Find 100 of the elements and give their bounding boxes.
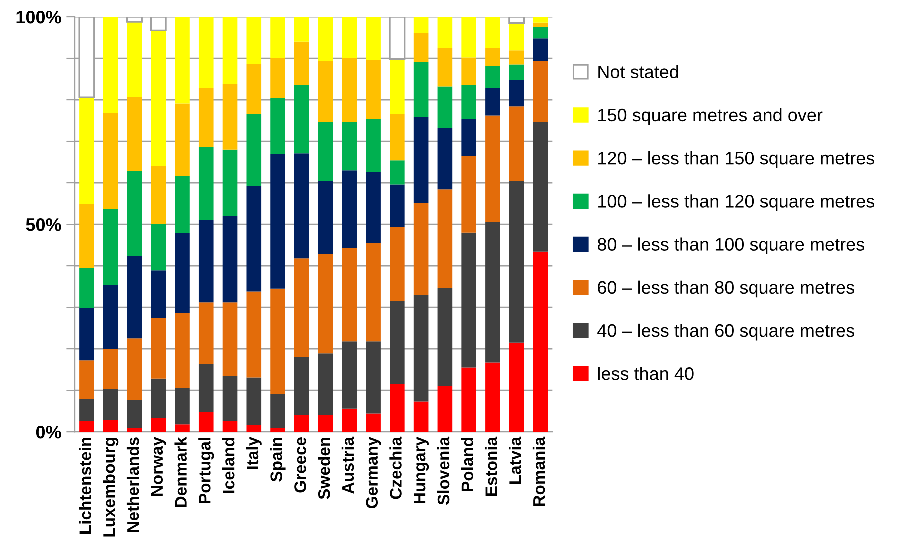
bar	[533, 61, 548, 122]
bar	[414, 402, 429, 432]
bar	[222, 17, 238, 84]
bar	[318, 415, 334, 432]
bar	[533, 17, 548, 23]
bar	[366, 172, 381, 244]
bar	[462, 17, 476, 58]
bar	[198, 17, 214, 88]
bar	[486, 88, 500, 116]
bar	[270, 288, 286, 394]
bar	[127, 256, 142, 339]
x-tick-label: Spain	[270, 438, 286, 482]
bar	[198, 364, 214, 413]
bar	[103, 420, 118, 432]
legend-label: 120 – less than 150 square metres	[598, 152, 875, 168]
legend-label: 100 – less than 120 square metres	[598, 194, 875, 212]
x-tick-label: Luxembourg	[103, 438, 119, 537]
bar	[486, 362, 500, 432]
bar	[151, 166, 166, 225]
x-tick-label: Latvia	[509, 436, 522, 484]
y-tick-label: 0%	[36, 426, 62, 439]
x-tick-label: Romania	[532, 436, 546, 506]
bar	[509, 106, 524, 182]
bar	[438, 190, 453, 288]
bar	[222, 84, 238, 150]
legend-label: Not stated	[598, 65, 678, 79]
bar	[294, 42, 310, 86]
bar	[486, 66, 500, 88]
bar	[127, 171, 142, 256]
bar	[80, 98, 94, 204]
legend-label: 150 square metres and over	[598, 108, 823, 126]
bar	[246, 64, 262, 114]
bar	[390, 160, 405, 185]
x-tick-label: Sweden	[318, 438, 330, 500]
bar	[390, 59, 405, 114]
bar	[294, 415, 310, 432]
bar	[222, 302, 238, 376]
bar	[438, 288, 453, 386]
bar	[438, 17, 453, 48]
x-tick-label: Italy	[246, 437, 262, 470]
bar	[318, 61, 334, 122]
bar	[222, 376, 238, 422]
bar	[175, 104, 190, 176]
bar	[533, 122, 548, 252]
bar	[246, 378, 262, 426]
x-tick-label: Denmark	[174, 436, 187, 508]
bar	[462, 86, 476, 120]
bar	[414, 33, 429, 62]
bar	[80, 399, 94, 422]
bar	[80, 308, 94, 361]
bar	[294, 258, 310, 357]
bar	[127, 98, 142, 172]
bar	[103, 389, 118, 420]
bar	[486, 222, 500, 363]
bar	[342, 17, 358, 59]
bar	[270, 428, 286, 432]
x-tick-label: Czechia	[390, 436, 402, 500]
bar	[151, 30, 166, 166]
bar	[318, 122, 334, 182]
bar	[342, 170, 358, 248]
bar	[294, 17, 310, 42]
bar	[366, 60, 381, 120]
x-tick-label: Netherlands	[126, 438, 140, 532]
bar	[198, 412, 214, 432]
bar	[390, 227, 405, 302]
bar	[246, 17, 262, 64]
bar	[103, 209, 118, 286]
bar	[222, 216, 238, 303]
bar	[198, 302, 214, 364]
bar	[462, 58, 476, 86]
legend-label: less than 40	[598, 367, 694, 380]
x-tick-label: Germany	[366, 437, 382, 508]
bar	[438, 128, 453, 190]
bar	[246, 186, 262, 292]
bar	[414, 117, 429, 203]
bar	[462, 119, 476, 156]
bar	[175, 388, 190, 425]
bar	[103, 349, 118, 390]
bar	[103, 286, 118, 350]
x-tick-label: Estonia	[485, 436, 498, 496]
bar	[438, 386, 453, 432]
bar	[80, 204, 94, 269]
bar	[390, 384, 405, 432]
bar	[151, 318, 166, 379]
bar	[414, 17, 429, 34]
bar	[151, 270, 166, 318]
bar	[533, 22, 548, 28]
bar	[509, 23, 524, 51]
x-tick-label: Norway	[151, 437, 166, 496]
bar	[509, 80, 524, 107]
bar	[151, 418, 166, 432]
legend-label: 40 – less than 60 square metres	[598, 324, 854, 341]
bar	[390, 114, 405, 161]
bar	[246, 114, 262, 186]
bar	[366, 342, 381, 414]
bar	[294, 85, 310, 154]
x-tick-label: Poland	[461, 438, 474, 492]
x-tick-label: Slovenia	[437, 436, 450, 505]
bar	[270, 58, 286, 98]
bar	[342, 408, 358, 432]
